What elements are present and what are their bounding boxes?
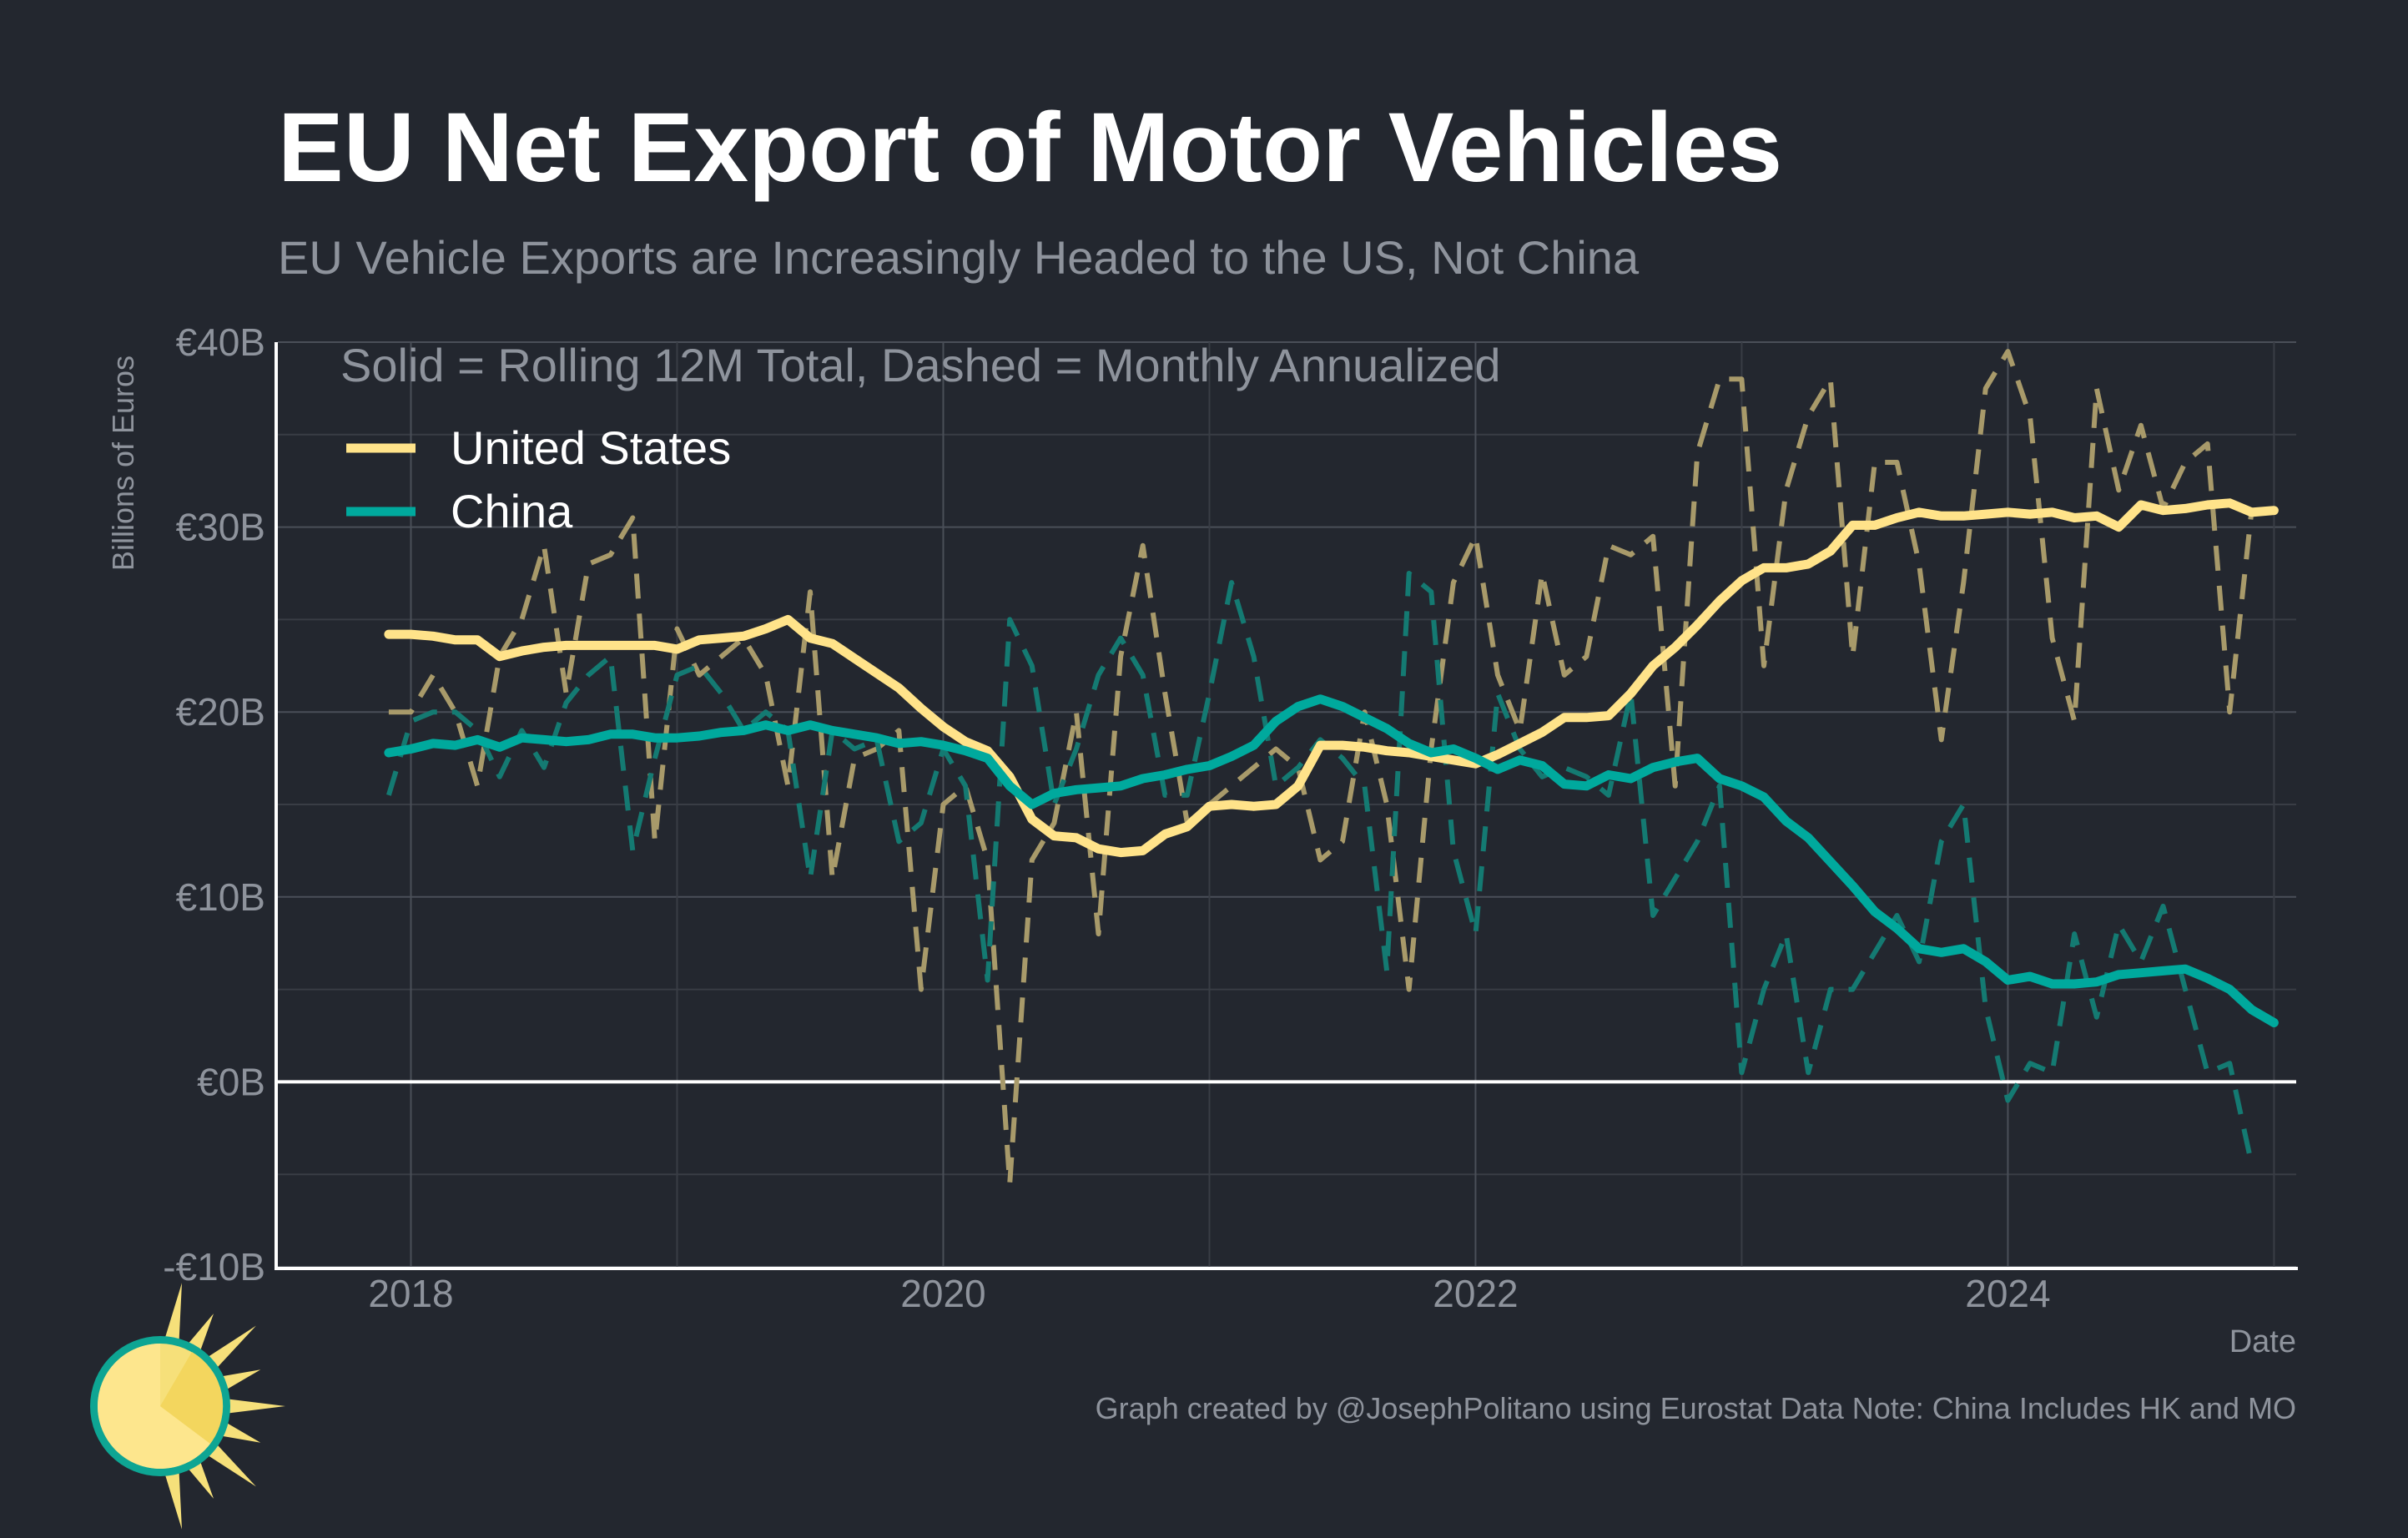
- x-axis-label: Date: [2229, 1324, 2296, 1359]
- series-line-china: [384, 694, 2279, 1027]
- x-tick-label: 2020: [900, 1272, 985, 1315]
- x-tick-label: 2024: [1965, 1272, 2050, 1315]
- y-tick-label: €30B: [176, 506, 265, 549]
- y-tick-label: -€10B: [163, 1245, 265, 1288]
- grid-lines: [278, 341, 2296, 1268]
- y-tick-label: €20B: [176, 690, 265, 734]
- y-tick-label: €10B: [176, 875, 265, 919]
- x-tick-labels: 2018 2020 2022 2024: [368, 1272, 2050, 1315]
- y-axis-label: Billions of Euros: [106, 356, 140, 571]
- series-line-united-states-monthly-annualized: [388, 349, 2254, 1187]
- rolling-series-lines: [384, 498, 2279, 1027]
- chart-caption: Graph created by @JosephPolitano using E…: [1096, 1391, 2296, 1425]
- chart-annotation: Solid = Rolling 12M Total, Dashed = Mont…: [340, 339, 1500, 391]
- x-tick-label: 2022: [1433, 1272, 1518, 1315]
- legend-label-china: China: [451, 485, 573, 537]
- series-line-china-monthly-annualized: [386, 571, 2254, 1166]
- y-tick-label: €40B: [176, 320, 265, 364]
- chart-subtitle: EU Vehicle Exports are Increasingly Head…: [278, 231, 1640, 284]
- x-tick-label: 2018: [368, 1272, 453, 1315]
- y-tick-labels: -€10B €0B €10B €20B €30B €40B: [163, 320, 265, 1288]
- monthly-series-lines: [386, 349, 2254, 1187]
- sun-logo-icon: [90, 1283, 285, 1530]
- series-line-united-states: [384, 498, 2279, 858]
- chart-title: EU Net Export of Motor Vehicles: [278, 93, 1782, 203]
- legend: United States China: [346, 421, 731, 537]
- legend-label-united-states: United States: [451, 421, 731, 474]
- y-tick-label: €0B: [197, 1060, 265, 1103]
